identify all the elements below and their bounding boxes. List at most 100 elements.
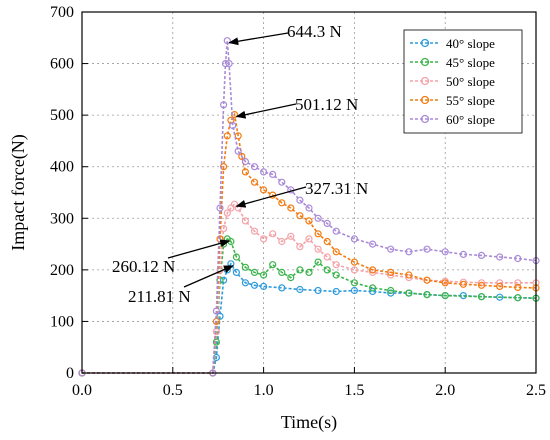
annotation-arrow bbox=[235, 103, 297, 119]
data-point bbox=[241, 279, 249, 287]
legend-swatch-marker bbox=[420, 95, 430, 105]
data-point bbox=[332, 227, 340, 235]
data-point bbox=[314, 245, 322, 253]
data-point bbox=[296, 285, 304, 294]
data-point bbox=[278, 284, 286, 292]
data-point bbox=[314, 286, 322, 295]
x-tick-label: 0.0 bbox=[72, 382, 92, 399]
data-point bbox=[314, 258, 322, 266]
data-point bbox=[287, 274, 295, 282]
data-point bbox=[323, 219, 331, 227]
legend-label: 50° slope bbox=[446, 74, 495, 89]
x-tick-label: 0.5 bbox=[163, 382, 183, 399]
data-point bbox=[477, 251, 486, 259]
annotation-arrow bbox=[167, 239, 231, 259]
legend-swatch-marker bbox=[420, 114, 430, 124]
data-point bbox=[350, 286, 358, 295]
data-point bbox=[278, 268, 286, 276]
data-point bbox=[212, 338, 220, 346]
data-point bbox=[260, 235, 268, 243]
data-point bbox=[269, 230, 277, 238]
data-point bbox=[234, 147, 242, 155]
data-point bbox=[369, 287, 377, 296]
data-point bbox=[496, 253, 504, 261]
annotation-arrow bbox=[183, 265, 234, 288]
legend-swatch-marker bbox=[420, 76, 430, 86]
data-point bbox=[241, 168, 249, 176]
plot-frame bbox=[81, 11, 537, 374]
data-point bbox=[514, 294, 522, 302]
data-point bbox=[269, 261, 277, 269]
data-point bbox=[323, 253, 331, 261]
data-point bbox=[223, 209, 231, 217]
y-tick-label: 500 bbox=[50, 107, 74, 124]
data-point bbox=[234, 132, 242, 140]
legend-item: 45° slope bbox=[410, 55, 495, 70]
data-point bbox=[250, 281, 259, 289]
y-tick-label: 0 bbox=[66, 365, 74, 382]
legend-item: 60° slope bbox=[410, 112, 495, 127]
data-point bbox=[260, 168, 268, 176]
data-point bbox=[305, 204, 313, 212]
data-point bbox=[514, 283, 522, 291]
legend-item: 50° slope bbox=[410, 74, 495, 89]
data-point bbox=[269, 170, 277, 178]
legend-label: 45° slope bbox=[446, 55, 495, 70]
annotation-label: 327.31 N bbox=[305, 179, 368, 198]
data-point bbox=[514, 279, 522, 287]
data-point bbox=[350, 279, 358, 287]
data-point bbox=[477, 281, 486, 289]
annotations: 644.3 N 501.12 N 327.31 N 260.12 N 211.81 N bbox=[112, 22, 368, 306]
legend-label: 40° slope bbox=[446, 36, 495, 51]
data-point bbox=[459, 278, 467, 286]
series-line bbox=[82, 112, 537, 374]
data-point bbox=[369, 266, 377, 274]
x-tick-label: 2.0 bbox=[435, 382, 455, 399]
annotation-arrow bbox=[228, 32, 289, 46]
x-tick-label: 2.5 bbox=[526, 382, 546, 399]
data-point bbox=[220, 163, 228, 171]
data-point bbox=[441, 279, 449, 287]
data-point bbox=[287, 232, 295, 240]
y-tick-label: 700 bbox=[50, 4, 74, 21]
data-point bbox=[332, 248, 340, 256]
data-point bbox=[369, 284, 377, 292]
data-point bbox=[350, 235, 358, 243]
y-tick-label: 300 bbox=[50, 210, 74, 227]
data-point bbox=[305, 268, 313, 276]
legend: 40° slope 45° slope 50° slope 55° slope 60° … bbox=[403, 29, 523, 134]
data-point bbox=[314, 230, 322, 238]
data-point bbox=[423, 245, 431, 253]
data-point bbox=[332, 261, 340, 269]
data-point bbox=[229, 121, 237, 130]
series-line bbox=[82, 203, 536, 374]
data-point bbox=[278, 178, 286, 186]
data-point bbox=[250, 227, 259, 235]
data-point bbox=[225, 59, 233, 68]
legend-label: 60° slope bbox=[446, 112, 495, 127]
data-point bbox=[232, 253, 240, 261]
data-point bbox=[441, 248, 449, 256]
data-point bbox=[477, 293, 486, 301]
data-point bbox=[296, 266, 304, 274]
annotation-label: 501.12 N bbox=[295, 95, 358, 114]
legend-swatch-marker bbox=[420, 38, 430, 48]
legend-label: 55° slope bbox=[446, 93, 495, 108]
data-point bbox=[212, 307, 220, 315]
data-point bbox=[238, 152, 246, 160]
data-point bbox=[387, 286, 395, 295]
series-line bbox=[82, 262, 537, 374]
data-point bbox=[459, 250, 467, 258]
data-point bbox=[514, 254, 522, 263]
data-point bbox=[441, 292, 449, 300]
data-point bbox=[260, 271, 268, 279]
data-point bbox=[332, 271, 340, 279]
legend-item: 40° slope bbox=[410, 36, 495, 51]
data-point bbox=[350, 258, 358, 266]
data-point bbox=[405, 289, 413, 297]
data-point bbox=[250, 268, 259, 276]
annotation-label: 260.12 N bbox=[112, 257, 175, 276]
x-axis-title: Time(s) bbox=[281, 412, 337, 433]
data-point bbox=[220, 101, 228, 109]
